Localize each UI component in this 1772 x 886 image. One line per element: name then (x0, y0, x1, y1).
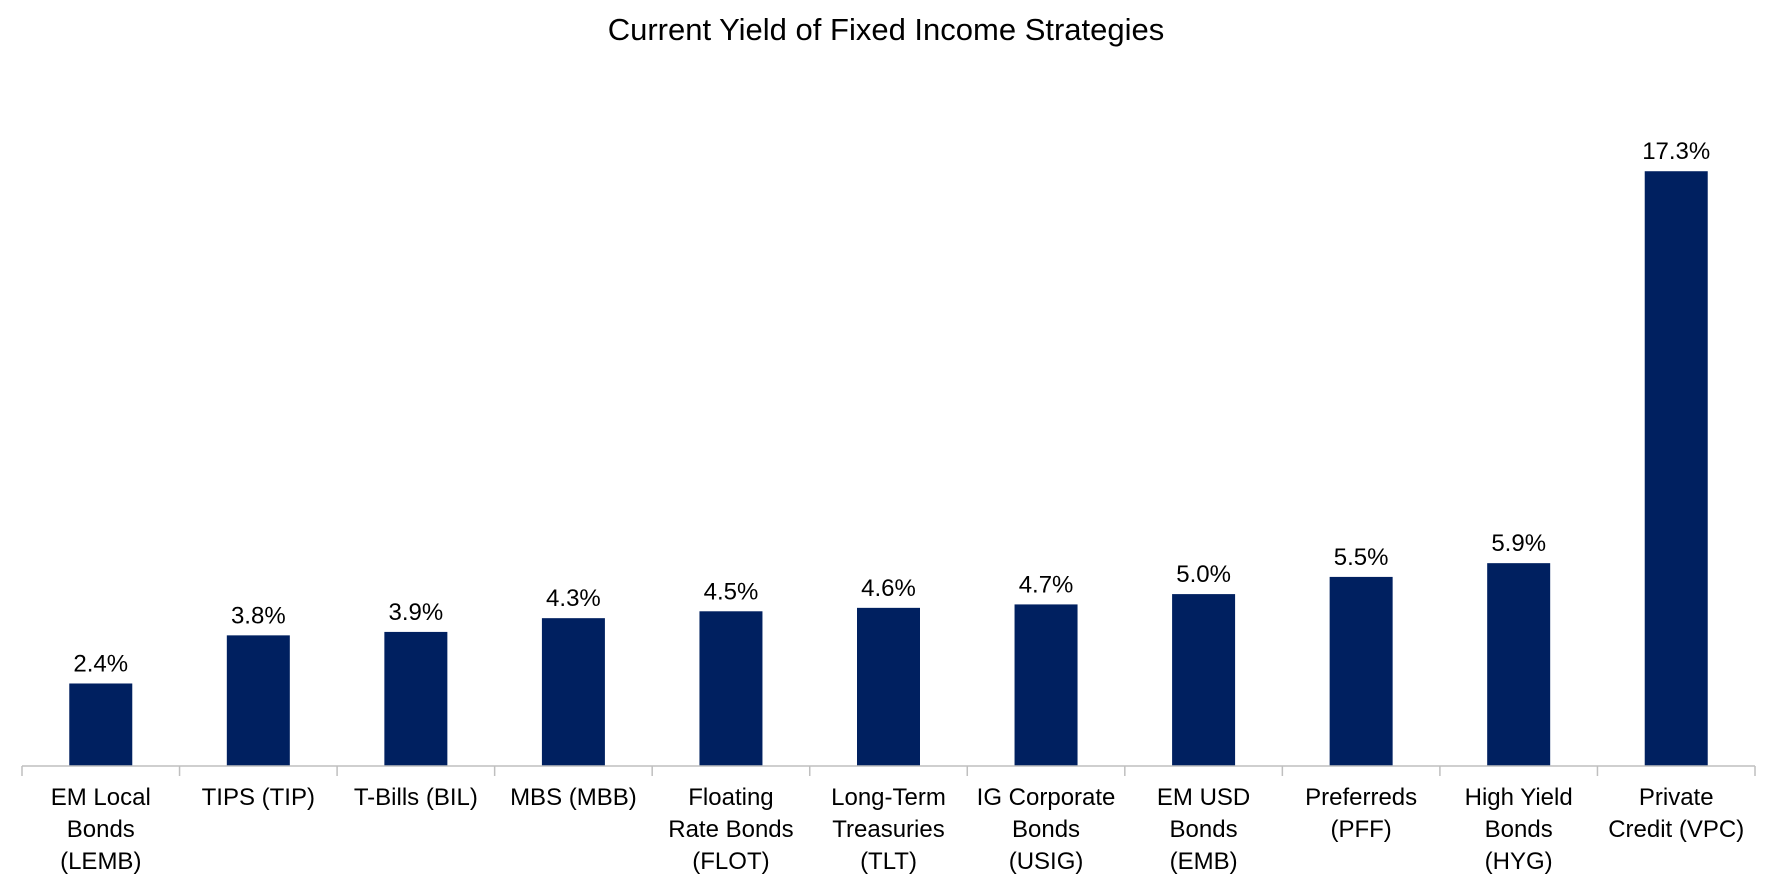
x-tick-label: Long-Term Treasuries (TLT) (831, 784, 946, 875)
data-label: 4.5% (704, 578, 759, 605)
chart-title: Current Yield of Fixed Income Strategies (607, 12, 1165, 47)
data-label: 4.6% (861, 575, 916, 602)
x-tick-label: EM USD Bonds (EMB) (1157, 784, 1250, 875)
data-label: 3.8% (231, 602, 286, 629)
bar (226, 635, 290, 766)
bar (1644, 171, 1708, 766)
data-label: 4.7% (1019, 571, 1074, 598)
x-tick-label: Floating Rate Bonds (FLOT) (668, 784, 793, 875)
data-label: 17.3% (1642, 138, 1710, 165)
bar (1014, 604, 1078, 766)
data-label: 4.3% (546, 585, 601, 612)
bar (1487, 563, 1551, 766)
x-tick-label: EM Local Bonds (LEMB) (51, 784, 151, 875)
data-label: 5.0% (1176, 561, 1231, 588)
bar (1172, 594, 1236, 766)
bar (699, 611, 763, 766)
x-tick-label: High Yield Bonds (HYG) (1465, 784, 1573, 875)
bar (541, 618, 605, 766)
x-tick-label: MBS (MBB) (510, 784, 637, 811)
data-labels-group: 2.4% 3.8% 3.9% 4.3% 4.5% 4.6% 4.7% 5.0% 5.5% 5.9%… (73, 138, 1710, 677)
x-tick-label: T-Bills (BIL) (354, 784, 478, 811)
bars-group (69, 171, 1708, 766)
data-label: 5.5% (1334, 544, 1389, 571)
x-tick-label: Private Credit (VPC) (1608, 784, 1744, 843)
bar (1329, 576, 1393, 766)
x-axis: EM Local Bonds (LEMB) TIPS (TIP) T-Bills (BI… (21, 765, 1756, 875)
x-tick-label: IG Corporate Bonds (USIG) (977, 784, 1116, 875)
data-label: 5.9% (1491, 530, 1546, 557)
data-label: 3.9% (389, 599, 444, 626)
bar (857, 607, 920, 766)
data-label: 2.4% (73, 650, 128, 677)
x-tick-label: TIPS (TIP) (202, 784, 315, 811)
bar (69, 683, 133, 766)
x-tick-label: Preferreds (PFF) (1305, 784, 1417, 843)
bar (384, 631, 448, 766)
